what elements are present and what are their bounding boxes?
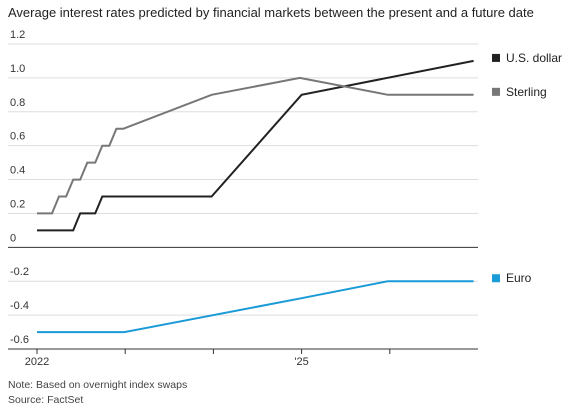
legend-swatch [492, 87, 500, 96]
y-tick-label: 0.6 [10, 131, 25, 143]
legend-swatch [492, 53, 500, 62]
y-tick-label: 1.2 [10, 29, 25, 41]
y-tick-label: 0.4 [10, 165, 25, 177]
note: Note: Based on overnight index swaps [8, 379, 187, 391]
y-tick-label: 0.8 [10, 97, 25, 109]
y-tick-label: -0.2 [10, 266, 29, 278]
series-line [37, 59, 474, 232]
y-tick-label: 0.2 [10, 198, 25, 210]
series-line [37, 76, 474, 215]
y-tick-label: 1.0 [10, 63, 25, 75]
source: Source: FactSet [8, 394, 83, 406]
y-tick-label: -0.6 [10, 334, 29, 346]
chart-title: Average interest rates predicted by fina… [8, 5, 534, 20]
legend-label: U.S. dollar [506, 51, 562, 65]
y-tick-label: -0.4 [10, 300, 29, 312]
legend-swatch [492, 274, 500, 283]
legend-label: Sterling [506, 85, 547, 99]
x-tick-label: '25 [294, 356, 308, 368]
y-tick-label: 0 [10, 232, 16, 244]
legend-label: Euro [506, 271, 532, 285]
series-line [37, 280, 474, 334]
x-tick-label: 2022 [25, 356, 49, 368]
